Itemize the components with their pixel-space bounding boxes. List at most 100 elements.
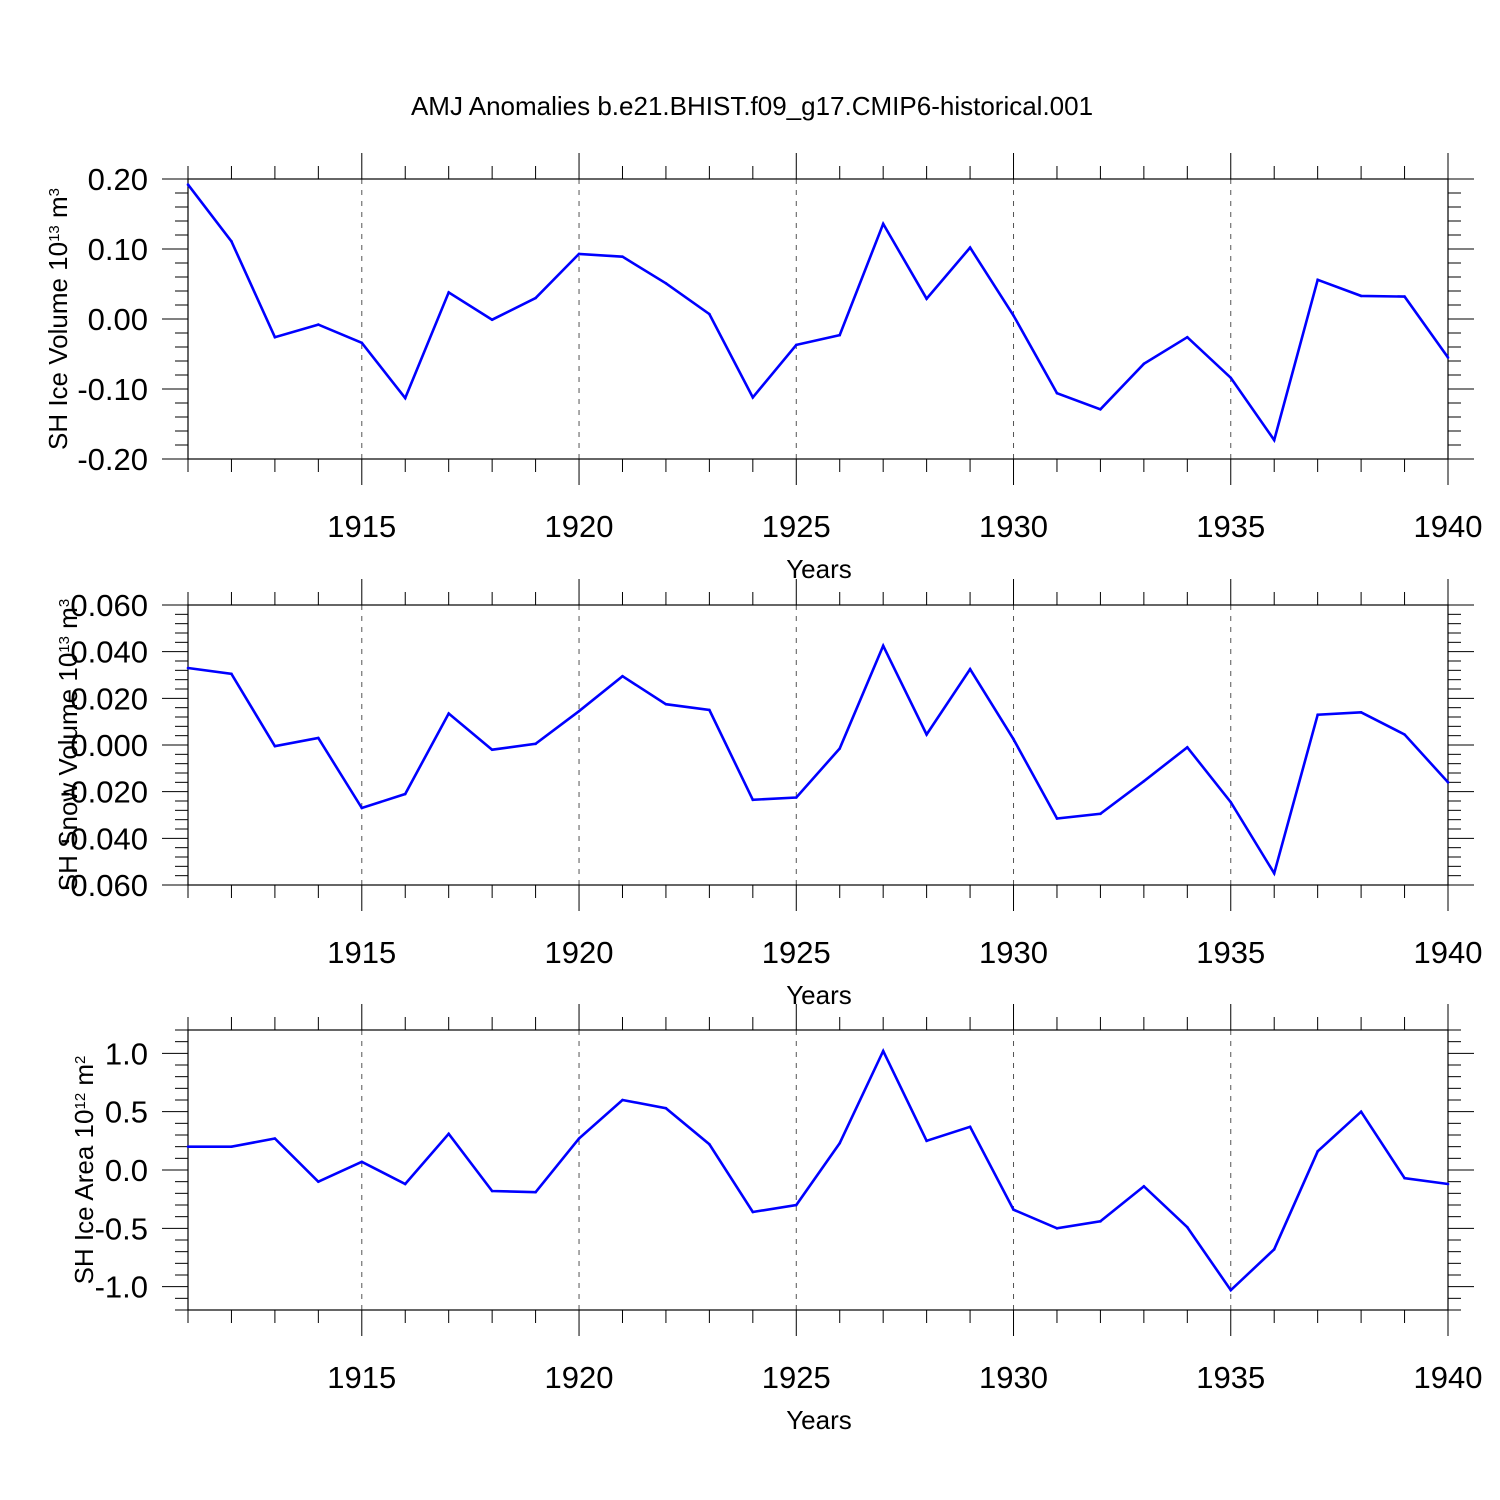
x-axis-label: Years bbox=[786, 554, 852, 584]
x-tick-label: 1930 bbox=[979, 509, 1048, 544]
data-point bbox=[534, 1190, 537, 1194]
chart-title: AMJ Anomalies b.e21.BHIST.f09_g17.CMIP6-… bbox=[411, 91, 1093, 121]
data-point bbox=[925, 1139, 928, 1143]
data-point bbox=[1099, 812, 1102, 816]
chart-panel-1: 0.20 0.10 0.00 -0.10 -0.20 1915 1920 1925 1930 19… bbox=[43, 153, 1482, 584]
data-point bbox=[273, 744, 277, 748]
data-point bbox=[1229, 1288, 1233, 1292]
data-point bbox=[186, 1145, 190, 1148]
data-point bbox=[230, 1145, 233, 1148]
x-tick-label: 1935 bbox=[1196, 1360, 1265, 1395]
y-tick-label: -0.060 bbox=[60, 868, 148, 903]
data-point bbox=[751, 396, 755, 399]
data-point bbox=[1446, 1182, 1450, 1186]
data-point bbox=[403, 1182, 407, 1186]
x-tick-label: 1940 bbox=[1414, 935, 1483, 970]
data-point bbox=[317, 736, 320, 740]
y-tick-label: 0.040 bbox=[70, 635, 148, 670]
x-tick-label: 1930 bbox=[979, 1360, 1048, 1395]
data-point bbox=[273, 1137, 277, 1140]
y-axis-label: SH Snow Volume 1013 m3 bbox=[53, 599, 83, 891]
chart-panel-3: 1.0 0.5 0.0 -0.5 -1.0 1915 1920 1925 1930 1935 194… bbox=[69, 1004, 1482, 1435]
data-point bbox=[447, 291, 450, 294]
y-axis-label-unit: m bbox=[69, 1064, 99, 1093]
data-point bbox=[1186, 1225, 1189, 1229]
data-point bbox=[360, 1160, 364, 1164]
data-point bbox=[1099, 1220, 1102, 1223]
y-tick-label: 0.020 bbox=[70, 681, 148, 716]
data-point bbox=[403, 792, 407, 796]
data-point bbox=[186, 666, 190, 670]
data-point bbox=[1316, 278, 1319, 282]
y-axis-label: SH Ice Volume 1013 m3 bbox=[43, 188, 73, 450]
x-tick-label: 1935 bbox=[1196, 935, 1265, 970]
data-point bbox=[490, 748, 494, 751]
data-point bbox=[794, 343, 798, 347]
data-point bbox=[1272, 872, 1276, 875]
data-point bbox=[1055, 1227, 1059, 1230]
x-axis-label: Years bbox=[786, 980, 852, 1010]
data-point bbox=[968, 246, 972, 249]
data-line bbox=[186, 183, 1450, 444]
y-tick-label: -0.040 bbox=[60, 821, 148, 856]
y-axis-label-main: SH Ice Area 10 bbox=[69, 1110, 99, 1285]
x-tick-label: 1920 bbox=[545, 1360, 614, 1395]
y-axis-label: SH Ice Area 1012 m2 bbox=[69, 1056, 99, 1285]
y-axis-label-exponent: 12 bbox=[72, 1093, 89, 1110]
x-tick-label: 1925 bbox=[762, 509, 831, 544]
data-point bbox=[403, 396, 407, 400]
data-point bbox=[1012, 1208, 1015, 1211]
x-tick-label: 1915 bbox=[327, 509, 396, 544]
data-point bbox=[1142, 362, 1146, 366]
x-tick-label: 1940 bbox=[1414, 1360, 1483, 1395]
data-point bbox=[925, 297, 928, 301]
data-point bbox=[317, 323, 320, 326]
data-point bbox=[1272, 1248, 1276, 1251]
x-tick-label: 1915 bbox=[327, 935, 396, 970]
data-point bbox=[794, 1203, 798, 1207]
data-point bbox=[838, 747, 842, 750]
y-tick-label: -0.5 bbox=[95, 1211, 148, 1246]
y-tick-label: -1.0 bbox=[95, 1270, 148, 1305]
data-point bbox=[968, 1125, 972, 1129]
data-point bbox=[1403, 733, 1406, 736]
data-point bbox=[838, 333, 842, 337]
data-point bbox=[1403, 1176, 1406, 1180]
x-tick-label: 1925 bbox=[762, 1360, 831, 1395]
data-point bbox=[1012, 737, 1015, 741]
data-point bbox=[708, 708, 711, 712]
data-point bbox=[360, 806, 364, 810]
data-line bbox=[187, 642, 1449, 877]
data-point bbox=[621, 1098, 624, 1102]
data-point bbox=[1316, 713, 1319, 716]
data-point bbox=[230, 240, 233, 243]
data-point bbox=[968, 667, 972, 671]
data-point bbox=[838, 1141, 842, 1145]
data-point bbox=[1012, 314, 1015, 317]
x-tick-label: 1925 bbox=[762, 935, 831, 970]
y-axis-label-exponent: 13 bbox=[46, 225, 63, 242]
y-axis-label-main: SH Snow Volume 10 bbox=[53, 653, 83, 891]
data-point bbox=[664, 1106, 668, 1110]
x-tick-label: 1940 bbox=[1414, 509, 1483, 544]
y-tick-label: -0.020 bbox=[60, 775, 148, 810]
data-point bbox=[1055, 391, 1059, 395]
data-point bbox=[751, 798, 755, 802]
data-point bbox=[577, 1137, 581, 1140]
data-point bbox=[1272, 438, 1276, 442]
y-tick-label: 0.060 bbox=[70, 588, 148, 623]
x-tick-label: 1935 bbox=[1196, 509, 1265, 544]
data-point bbox=[534, 296, 537, 300]
data-point bbox=[490, 318, 494, 322]
data-point bbox=[360, 341, 364, 345]
data-point bbox=[664, 702, 668, 706]
x-tick-label: 1930 bbox=[979, 935, 1048, 970]
data-point bbox=[881, 1049, 885, 1053]
y-tick-label: 0.0 bbox=[105, 1153, 148, 1188]
y-tick-label: 0.00 bbox=[88, 302, 148, 337]
y-tick-label: 0.10 bbox=[88, 232, 148, 267]
data-point bbox=[273, 335, 277, 339]
data-point bbox=[534, 742, 537, 746]
data-point bbox=[794, 796, 798, 799]
